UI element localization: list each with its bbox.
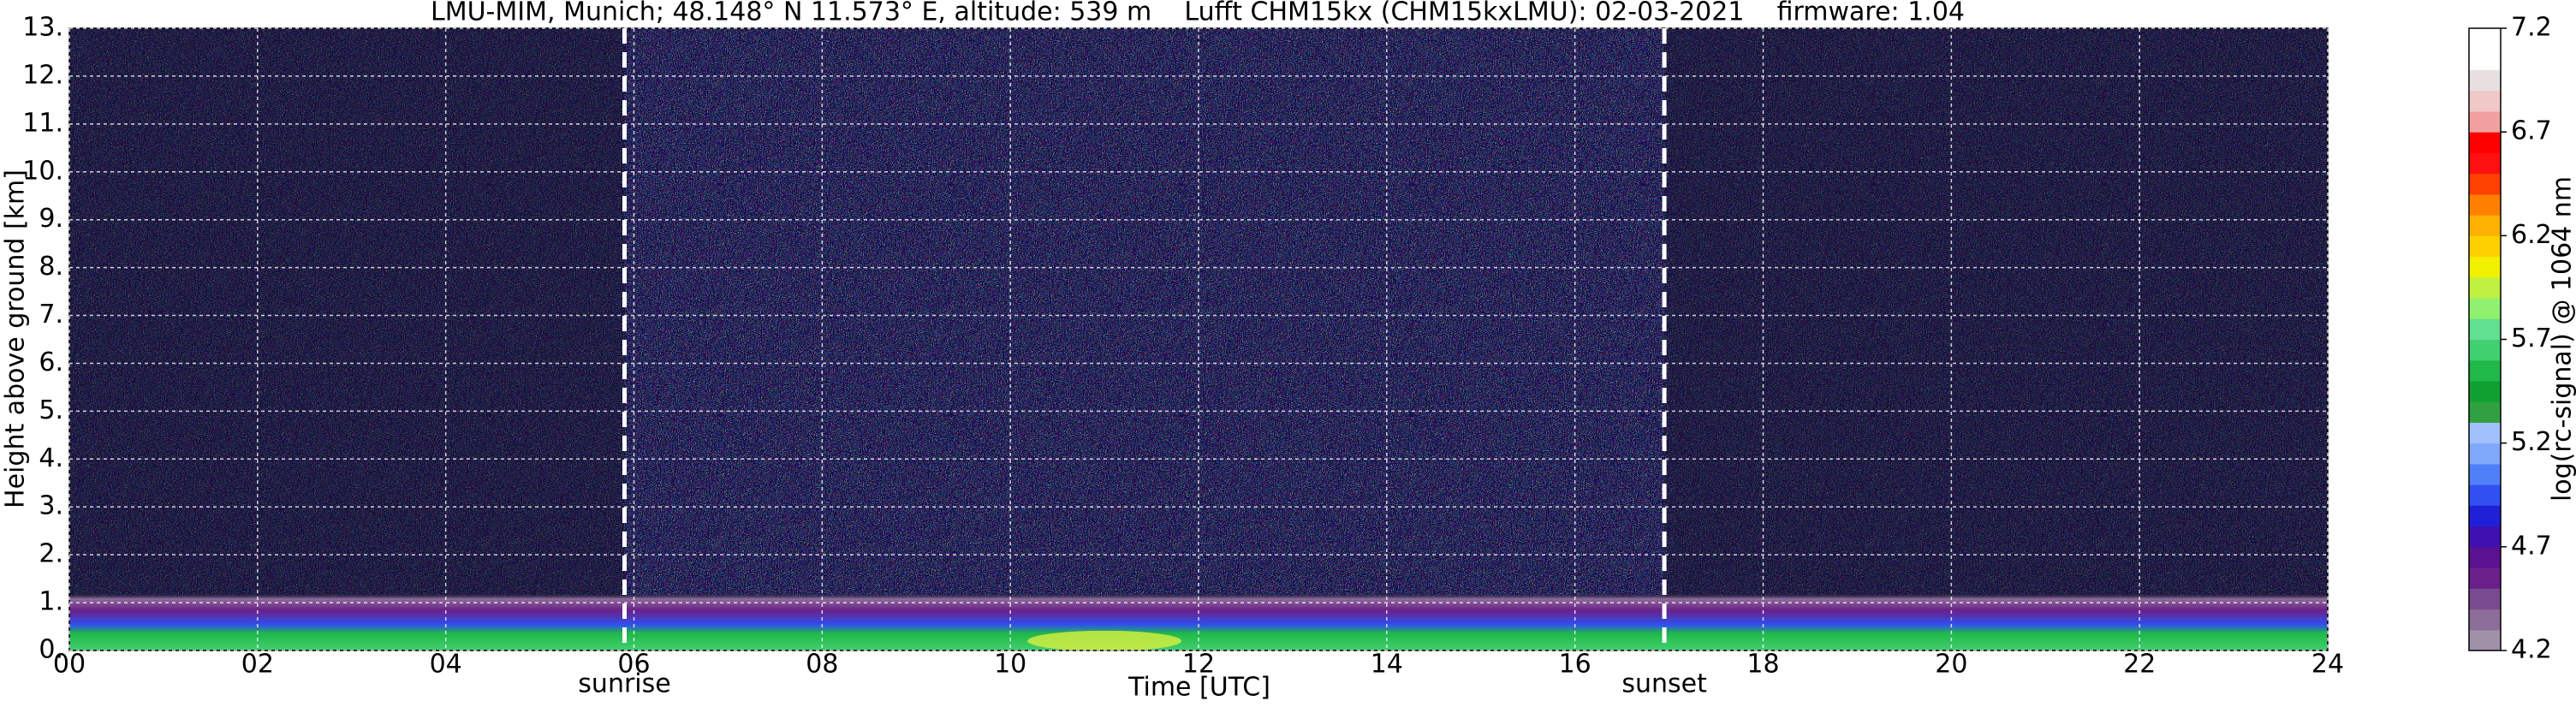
y-tick-label: 2. bbox=[39, 539, 63, 569]
x-tick-label: 20 bbox=[1935, 650, 1967, 680]
colorbar-tick-label: 6.7 bbox=[2511, 116, 2552, 146]
y-tick-label: 3. bbox=[39, 491, 63, 521]
colorbar-tick-label: 7.2 bbox=[2511, 13, 2552, 43]
colorbar-segment bbox=[2469, 484, 2501, 506]
colorbar-segment bbox=[2469, 505, 2501, 527]
boundary-layer-core bbox=[1027, 630, 1182, 651]
colorbar-tick-label: 4.7 bbox=[2511, 531, 2552, 561]
colorbar-segment bbox=[2469, 69, 2501, 92]
x-tick-label: 06 bbox=[617, 650, 650, 680]
colorbar-segment bbox=[2469, 110, 2501, 133]
y-tick-label: 8. bbox=[39, 252, 63, 282]
colorbar-segment bbox=[2469, 132, 2501, 153]
x-tick-label: 12 bbox=[1182, 650, 1215, 680]
x-tick-label: 16 bbox=[1559, 650, 1591, 680]
colorbar-segment bbox=[2469, 49, 2501, 70]
colorbar-segment bbox=[2469, 380, 2501, 402]
colorbar-segment bbox=[2469, 443, 2501, 465]
colorbar-segment bbox=[2469, 256, 2501, 278]
colorbar-segment bbox=[2469, 359, 2501, 382]
y-tick-label: 7. bbox=[39, 300, 63, 330]
boundary-layer bbox=[69, 592, 2328, 651]
y-tick-label: 13. bbox=[22, 13, 63, 43]
event-label: sunrise bbox=[578, 669, 670, 699]
colorbar-tick-label: 4.2 bbox=[2511, 635, 2552, 665]
y-tick-label: 5. bbox=[39, 395, 63, 425]
x-tick-label: 08 bbox=[806, 650, 838, 680]
colorbar-segment bbox=[2469, 546, 2501, 568]
y-tick-label: 4. bbox=[39, 443, 63, 473]
x-tick-label: 18 bbox=[1746, 650, 1779, 680]
colorbar-segment bbox=[2469, 318, 2501, 340]
colorbar-segment bbox=[2469, 629, 2501, 651]
x-tick-label: 24 bbox=[2311, 650, 2344, 680]
colorbar-tick-label: 5.7 bbox=[2511, 324, 2552, 354]
colorbar-segment bbox=[2469, 152, 2501, 175]
colorbar-segment bbox=[2469, 28, 2501, 50]
x-tick-label: 10 bbox=[994, 650, 1026, 680]
colorbar-segment bbox=[2469, 422, 2501, 444]
colorbar-segment bbox=[2469, 235, 2501, 258]
event-label: sunset bbox=[1621, 669, 1707, 699]
y-tick-label: 1. bbox=[39, 587, 63, 617]
colorbar-label: log(rc-signal) @ 1064 nm bbox=[2548, 176, 2576, 502]
colorbar-segment bbox=[2469, 339, 2501, 361]
y-tick-label: 11. bbox=[22, 108, 63, 138]
y-tick-label: 12. bbox=[22, 60, 63, 90]
x-tick-label: 04 bbox=[430, 650, 462, 680]
colorbar-segment bbox=[2469, 567, 2501, 589]
y-tick-label: 9. bbox=[39, 204, 63, 234]
colorbar-segment bbox=[2469, 298, 2501, 319]
colorbar-segment bbox=[2469, 276, 2501, 299]
colorbar-tick-label: 5.2 bbox=[2511, 427, 2552, 457]
colorbar-segment bbox=[2469, 463, 2501, 485]
x-tick-label: 22 bbox=[2123, 650, 2156, 680]
y-tick-label: 6. bbox=[39, 348, 63, 377]
y-tick-label: 0. bbox=[39, 635, 63, 665]
x-tick-label: 00 bbox=[53, 650, 86, 680]
colorbar-segment bbox=[2469, 193, 2501, 216]
colorbar-tick-label: 6.2 bbox=[2511, 220, 2552, 250]
y-tick-label: 10. bbox=[22, 156, 63, 186]
x-axis-label: Time [UTC] bbox=[1127, 673, 1270, 703]
x-tick-label: 02 bbox=[241, 650, 274, 680]
noise-day bbox=[624, 28, 1665, 651]
colorbar-segment bbox=[2469, 401, 2501, 423]
chart-title: LMU-MIM, Munich; 48.148° N 11.573° E, al… bbox=[431, 0, 1965, 27]
colorbar-segment bbox=[2469, 588, 2501, 610]
colorbar-segment bbox=[2469, 173, 2501, 195]
colorbar-segment bbox=[2469, 609, 2501, 631]
x-tick-label: 14 bbox=[1371, 650, 1403, 680]
y-axis-label: Height above ground [km] bbox=[1, 169, 31, 508]
colorbar-segment bbox=[2469, 215, 2501, 236]
colorbar-segment bbox=[2469, 526, 2501, 548]
colorbar-segment bbox=[2469, 90, 2501, 112]
